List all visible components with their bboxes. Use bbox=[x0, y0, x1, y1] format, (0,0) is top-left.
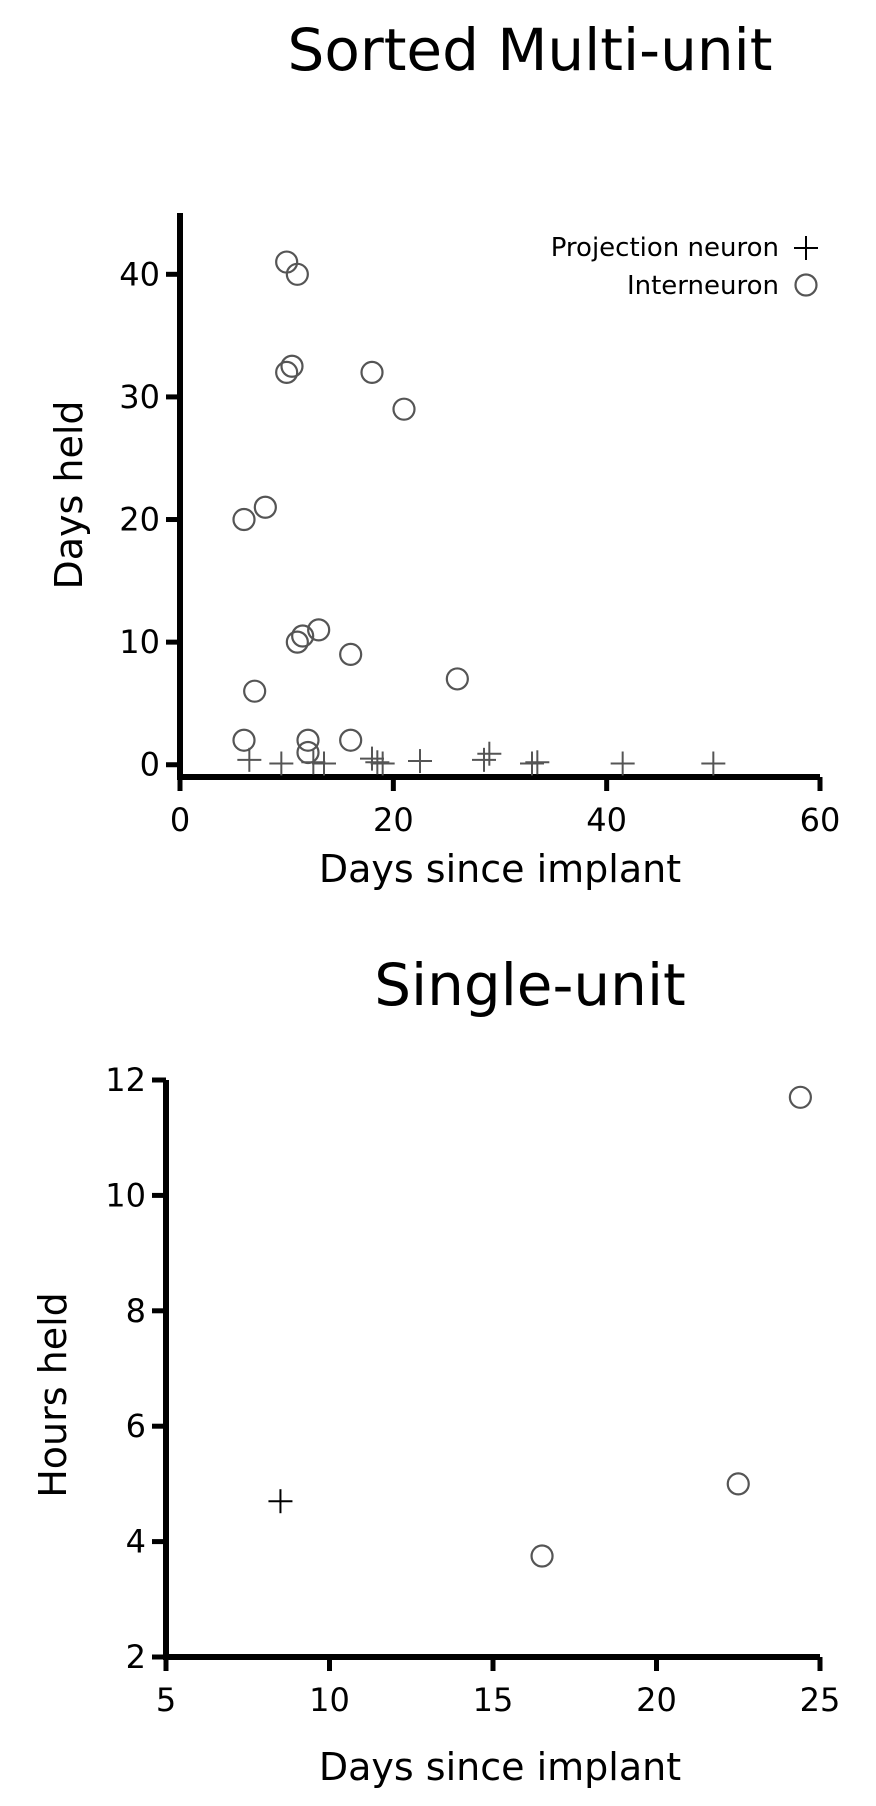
single-unit-title: Single-unit bbox=[374, 951, 686, 1019]
multi-unit-title: Sorted Multi-unit bbox=[288, 16, 773, 84]
single-unit-y-tick-label: 6 bbox=[126, 1407, 146, 1445]
projection-neuron-point bbox=[610, 751, 635, 776]
multi-unit-x-axis-label: Days since implant bbox=[319, 847, 681, 891]
single-unit-y-tick-label: 10 bbox=[105, 1176, 146, 1214]
interneuron-point bbox=[296, 728, 320, 752]
single-unit-x-tick-label: 5 bbox=[156, 1681, 176, 1719]
multi-unit-panel: Sorted Multi-unit Days since implant Day… bbox=[47, 16, 840, 891]
interneuron-point bbox=[285, 262, 309, 286]
projection-neuron-point bbox=[472, 747, 496, 772]
single-unit-x-axis-label: Days since implant bbox=[319, 1745, 681, 1789]
interneuron-point bbox=[530, 1544, 554, 1568]
interneuron-point bbox=[232, 507, 256, 532]
projection-neuron-point bbox=[477, 741, 502, 766]
multi-unit-y-tick-label: 40 bbox=[119, 255, 160, 293]
interneuron-point bbox=[726, 1472, 750, 1496]
multi-unit-y-tick-label: 0 bbox=[140, 746, 160, 784]
projection-neuron-point bbox=[365, 750, 390, 775]
interneuron-point bbox=[253, 495, 277, 519]
projection-neuron-point bbox=[237, 747, 262, 772]
projection-neuron-point bbox=[360, 746, 384, 771]
single-unit-x-tick-label: 25 bbox=[800, 1681, 841, 1719]
projection-neuron-point bbox=[520, 751, 544, 776]
single-unit-x-tick-label: 20 bbox=[636, 1681, 677, 1719]
interneuron-point bbox=[296, 740, 320, 765]
interneuron-point bbox=[788, 1085, 812, 1109]
projection-neuron-point bbox=[701, 751, 726, 776]
single-unit-y-tick-label: 8 bbox=[126, 1292, 146, 1330]
interneuron-point bbox=[285, 630, 309, 654]
interneuron-point bbox=[339, 642, 363, 666]
single-unit-y-tick-label: 12 bbox=[105, 1061, 146, 1099]
projection-neuron-point bbox=[370, 751, 395, 776]
interneuron-point bbox=[291, 624, 315, 648]
multi-unit-y-axis-label: Days held bbox=[47, 400, 91, 589]
single-unit-x-tick-label: 10 bbox=[309, 1681, 350, 1719]
multi-unit-y-tick-label: 30 bbox=[119, 378, 160, 416]
single-unit-y-tick-label: 2 bbox=[126, 1638, 146, 1676]
single-unit-y-tick-label: 4 bbox=[126, 1523, 146, 1561]
interneuron-point bbox=[280, 354, 304, 378]
legend-marker-projection bbox=[794, 236, 818, 260]
projection-neuron-point bbox=[312, 751, 336, 776]
single-unit-panel: Single-unit Days since implant Hours hel… bbox=[31, 951, 840, 1789]
multi-unit-y-tick-label: 20 bbox=[119, 501, 160, 539]
interneuron-point bbox=[243, 679, 267, 703]
interneuron-point bbox=[307, 618, 331, 642]
interneuron-point bbox=[445, 667, 469, 691]
interneuron-point bbox=[360, 360, 384, 384]
multi-unit-x-tick-label: 60 bbox=[800, 801, 841, 839]
projection-neuron-point bbox=[408, 749, 432, 774]
interneuron-point bbox=[232, 728, 256, 752]
interneuron-point bbox=[275, 360, 299, 384]
single-unit-y-axis-label: Hours held bbox=[31, 1292, 75, 1498]
interneuron-point bbox=[275, 250, 299, 274]
projection-neuron-point bbox=[268, 1489, 293, 1514]
interneuron-point bbox=[339, 728, 363, 752]
multi-unit-x-tick-label: 40 bbox=[586, 801, 627, 839]
multi-unit-x-tick-label: 20 bbox=[373, 801, 414, 839]
legend-label-projection: Projection neuron bbox=[551, 233, 779, 263]
multi-unit-x-tick-label: 0 bbox=[170, 801, 190, 839]
interneuron-point bbox=[392, 397, 416, 421]
projection-neuron-point bbox=[525, 750, 550, 775]
legend-label-interneuron: Interneuron bbox=[627, 271, 779, 301]
multi-unit-y-tick-label: 10 bbox=[119, 623, 160, 661]
legend-marker-interneuron bbox=[794, 273, 818, 297]
single-unit-x-tick-label: 15 bbox=[473, 1681, 514, 1719]
projection-neuron-point bbox=[269, 751, 294, 776]
